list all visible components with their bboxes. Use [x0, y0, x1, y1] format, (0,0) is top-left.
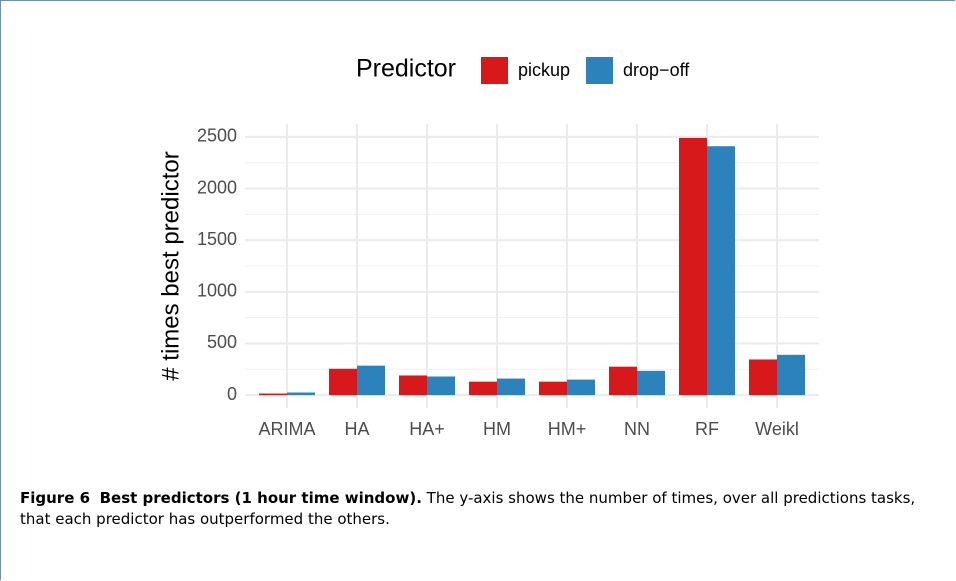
y-tick-label: 2500: [197, 126, 237, 146]
y-tick-label: 2000: [197, 177, 237, 197]
bar: [497, 378, 525, 396]
bar: [329, 368, 357, 396]
bar: [637, 370, 665, 396]
caption-title: Best predictors (1 hour time window).: [99, 489, 422, 507]
x-tick-label: HA: [344, 419, 369, 439]
y-tick-label: 500: [207, 332, 237, 352]
y-tick-label: 1000: [197, 281, 237, 301]
bar: [679, 137, 707, 396]
x-tick-label: Weikl: [755, 419, 799, 439]
y-tick-label: 0: [227, 384, 237, 404]
caption: Figure 6 Best predictors (1 hour time wi…: [20, 488, 940, 530]
x-tick-label: ARIMA: [258, 419, 315, 439]
y-tick-label: 1500: [197, 229, 237, 249]
bar: [777, 354, 805, 396]
bar: [749, 359, 777, 396]
y-axis-label: # times best predictor: [157, 151, 184, 380]
x-tick-label: HA+: [409, 419, 445, 439]
bar: [399, 375, 427, 396]
bar: [287, 392, 315, 396]
bar: [707, 146, 735, 396]
legend-swatch: [481, 57, 508, 84]
bar: [259, 393, 287, 396]
bar: [567, 379, 595, 396]
bar: [427, 376, 455, 396]
legend-title: Predictor: [356, 55, 456, 83]
x-tick-label: HM+: [548, 419, 587, 439]
legend-label: pickup: [518, 60, 570, 80]
legend-label: drop−off: [623, 60, 690, 80]
bar: [469, 381, 497, 396]
bar: [539, 381, 567, 396]
bar: [357, 365, 385, 396]
x-tick-label: RF: [695, 419, 719, 439]
bar: [609, 366, 637, 396]
x-tick-label: HM: [483, 419, 511, 439]
caption-label: Figure 6: [20, 489, 91, 507]
x-tick-label: NN: [624, 419, 650, 439]
legend-swatch: [586, 57, 614, 84]
caption-text: The y-axis shows the number of times, ov…: [20, 489, 916, 528]
chart: Predictor # times best predictor 0 500 100…: [157, 55, 819, 439]
